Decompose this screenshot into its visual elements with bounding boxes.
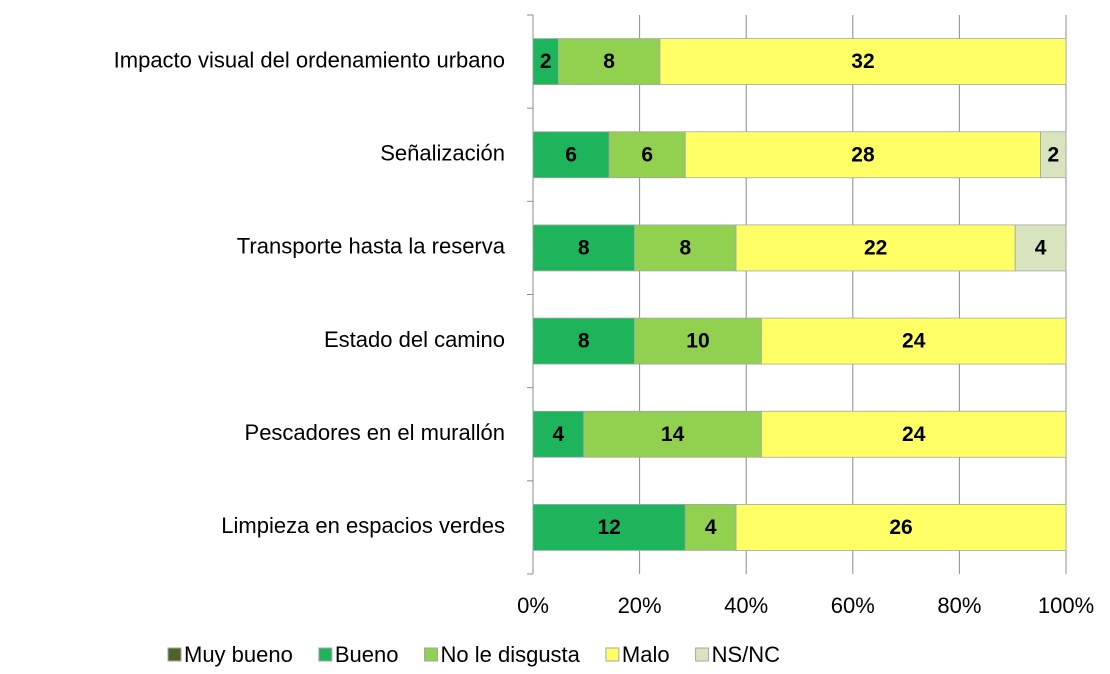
bar-segment xyxy=(532,504,686,551)
legend-label: NS/NC xyxy=(712,642,781,667)
legend-label: Bueno xyxy=(335,642,399,667)
bar-segment xyxy=(634,224,737,272)
legend-label: No le disgusta xyxy=(440,642,580,667)
data-label: 8 xyxy=(679,236,691,259)
data-label: 10 xyxy=(686,330,709,353)
data-label: 8 xyxy=(578,236,590,259)
bar-segment xyxy=(735,224,1016,272)
bar-segment xyxy=(634,317,762,365)
legend-swatch xyxy=(167,647,182,662)
legend-label: Malo xyxy=(622,642,670,667)
bar-segment xyxy=(532,410,585,458)
bar-segment xyxy=(608,131,686,179)
data-label: 4 xyxy=(553,423,565,446)
x-tick-label: 20% xyxy=(618,593,662,618)
data-label: 28 xyxy=(851,143,875,166)
bar-segment xyxy=(1040,131,1067,179)
data-label: 32 xyxy=(851,50,874,73)
data-label: 6 xyxy=(641,143,653,166)
x-tick-label: 60% xyxy=(831,593,875,618)
legend-label: Muy bueno xyxy=(184,642,293,667)
legend-swatch xyxy=(605,647,620,662)
bar-segment xyxy=(735,504,1067,551)
data-label: 12 xyxy=(597,516,620,539)
category-label: Pescadores en el murallón xyxy=(245,420,505,445)
bar-segment xyxy=(532,224,635,272)
category-label: Impacto visual del ordenamiento urbano xyxy=(114,47,505,72)
data-label: 2 xyxy=(540,50,552,73)
data-label: 4 xyxy=(1035,236,1047,259)
data-label: 24 xyxy=(902,330,926,353)
data-label: 8 xyxy=(578,330,590,353)
bar-segment xyxy=(659,38,1067,85)
data-label: 6 xyxy=(565,143,577,166)
data-label: 4 xyxy=(705,516,717,539)
bar-segment xyxy=(761,317,1067,365)
category-label: Transporte hasta la reserva xyxy=(237,234,506,259)
x-tick-label: 0% xyxy=(517,593,549,618)
data-label: 26 xyxy=(889,516,912,539)
legend-swatch xyxy=(695,647,710,662)
x-tick-label: 40% xyxy=(724,593,768,618)
category-label: Señalización xyxy=(380,141,505,166)
data-label: 2 xyxy=(1047,143,1059,166)
x-tick-label: 100% xyxy=(1038,593,1094,618)
legend-swatch xyxy=(318,647,333,662)
bar-segment xyxy=(761,410,1067,458)
bar-segment xyxy=(583,410,762,458)
legend-swatch xyxy=(423,647,438,662)
data-label: 22 xyxy=(864,236,887,259)
category-label: Limpieza en espacios verdes xyxy=(221,513,505,538)
data-label: 24 xyxy=(902,423,926,446)
bar-segment xyxy=(1014,224,1067,272)
data-label: 8 xyxy=(603,50,615,73)
bar-segment xyxy=(532,317,635,365)
bar-segment xyxy=(684,131,1042,179)
category-label: Estado del camino xyxy=(324,327,505,352)
data-label: 14 xyxy=(661,423,685,446)
x-tick-label: 80% xyxy=(937,593,981,618)
